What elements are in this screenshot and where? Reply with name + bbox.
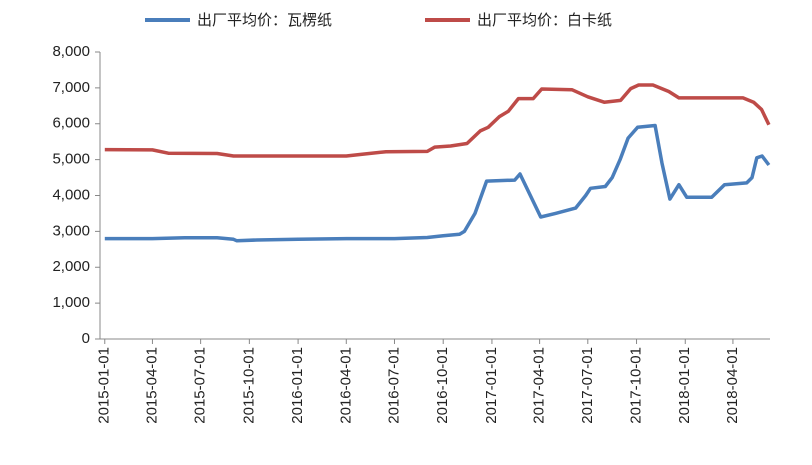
- line-series: [104, 83, 771, 158]
- legend-label: 出厂平均价：白卡纸: [477, 12, 612, 29]
- y-tick-label: 4,000: [52, 186, 90, 203]
- x-tick-label: 2016-10-01: [434, 347, 451, 424]
- y-tick-label: 5,000: [52, 151, 90, 168]
- x-tick-label: 2016-01-01: [289, 347, 306, 424]
- x-tick-label: 2015-10-01: [240, 347, 257, 424]
- x-tick-label: 2017-10-01: [627, 347, 644, 424]
- legend-label: 出厂平均价：瓦楞纸: [197, 12, 332, 29]
- x-tick-label: 2018-01-01: [676, 347, 693, 424]
- x-tick-label: 2016-04-01: [337, 347, 354, 424]
- y-tick-label: 0: [82, 330, 90, 347]
- line-series: [104, 123, 771, 243]
- x-tick-label: 2015-07-01: [192, 347, 209, 424]
- x-tick-label: 2017-01-01: [483, 347, 500, 424]
- x-tick-label: 2016-07-01: [385, 347, 402, 424]
- x-tick-label: 2017-07-01: [579, 347, 596, 424]
- y-tick-label: 1,000: [52, 294, 90, 311]
- y-tick-label: 6,000: [52, 115, 90, 132]
- y-tick-label: 7,000: [52, 79, 90, 96]
- y-tick-label: 3,000: [52, 222, 90, 239]
- x-tick-label: 2018-04-01: [724, 347, 741, 424]
- x-tick-label: 2017-04-01: [531, 347, 548, 424]
- x-tick-label: 2015-04-01: [143, 347, 160, 424]
- x-tick-label: 2015-01-01: [96, 347, 113, 424]
- y-tick-label: 8,000: [52, 43, 90, 60]
- y-tick-label: 2,000: [52, 258, 90, 275]
